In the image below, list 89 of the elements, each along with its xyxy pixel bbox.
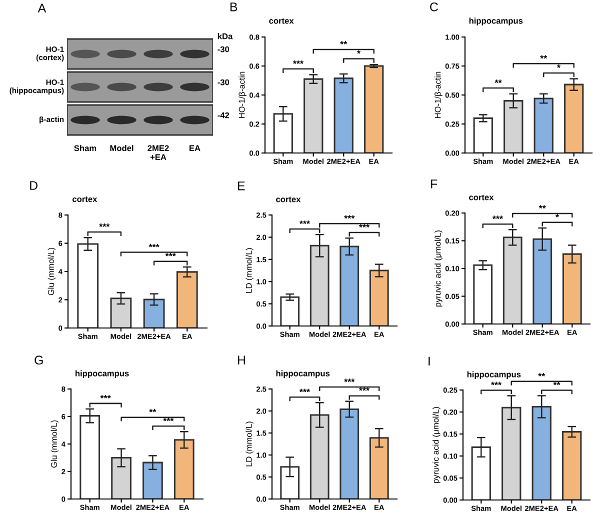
category-label: Sham	[74, 145, 96, 152]
chart-subtitle: cortex	[72, 196, 98, 202]
bar	[142, 462, 163, 499]
bar	[280, 466, 300, 499]
annotation: ***	[359, 387, 370, 391]
chart-title: F	[431, 180, 438, 188]
text: -42	[218, 112, 230, 118]
annotation: ***	[344, 215, 355, 219]
annotation: *	[357, 50, 360, 54]
chart-subtitle: cortex	[269, 18, 294, 24]
bar	[504, 100, 524, 153]
bar	[369, 437, 389, 499]
chart-subtitle: hippocampus	[467, 371, 521, 379]
text: A	[38, 4, 46, 12]
annotation: ***	[299, 388, 310, 392]
chart-title: I	[428, 356, 430, 366]
category-label: 2ME2 +EA	[148, 145, 169, 160]
y-axis-title: Glu (mmol/L)	[48, 248, 56, 296]
chart-title: B	[230, 2, 238, 12]
chart-title: G	[34, 356, 43, 365]
text: ***	[491, 382, 502, 386]
category-label: Model	[110, 145, 134, 152]
bar	[534, 98, 554, 153]
text: kDa	[218, 33, 233, 40]
bar	[340, 408, 360, 499]
y-axis-title: Glu (mmol/L)	[50, 420, 59, 468]
bar	[369, 270, 389, 326]
bar	[564, 84, 584, 153]
text: **	[553, 382, 560, 386]
annotation: ***	[99, 224, 110, 227]
bar	[310, 414, 330, 499]
annotation: ***	[163, 418, 174, 422]
text: **	[538, 205, 546, 208]
annotation: ***	[148, 244, 160, 248]
chart-subtitle: hippocampus	[76, 370, 129, 378]
bar	[304, 78, 324, 153]
annotation: **	[540, 55, 548, 59]
bar	[473, 117, 493, 153]
y-axis-title: LD (mmol/L)	[246, 248, 254, 293]
text: -30	[218, 46, 230, 52]
y-axis-title: pyruvic acid (μmol/L)	[434, 230, 442, 306]
bar	[334, 78, 354, 153]
annotation: **	[149, 408, 156, 412]
y-axis-title: HO-1/β-actin	[434, 72, 442, 118]
annotation: ***	[100, 395, 111, 398]
bar	[532, 406, 552, 500]
bar	[280, 296, 300, 326]
chart-title: C	[430, 2, 438, 12]
bar	[364, 65, 384, 153]
annotation: *	[556, 214, 560, 218]
bar	[502, 236, 522, 324]
annotation: **	[494, 80, 502, 83]
bar	[174, 439, 194, 499]
y-axis-title: LD (mmol/L)	[246, 422, 254, 466]
bar	[111, 456, 132, 499]
chart-subtitle: hippocampus	[276, 370, 330, 378]
chart-subtitle: hippocampus	[469, 18, 523, 26]
bar	[110, 298, 132, 328]
bar	[273, 113, 293, 153]
bar	[471, 446, 491, 500]
bar	[80, 415, 100, 499]
annotation: *	[557, 64, 560, 68]
chart-title: D	[30, 181, 38, 190]
bar	[562, 253, 582, 324]
annotation: **	[340, 41, 348, 44]
bar	[143, 298, 165, 328]
text: -30	[218, 79, 230, 86]
bar	[77, 243, 99, 328]
bar	[473, 264, 493, 324]
annotation: ***	[359, 224, 370, 228]
bar	[176, 271, 198, 328]
chart-subtitle: cortex	[276, 196, 301, 202]
annotation: ***	[165, 252, 176, 256]
annotation: ***	[299, 220, 310, 224]
annotation: ***	[293, 60, 304, 64]
text: ***	[344, 378, 355, 382]
text: **	[538, 373, 546, 376]
bar	[310, 244, 330, 326]
chart-title: E	[238, 182, 245, 190]
bar	[340, 246, 360, 326]
bar	[502, 406, 522, 500]
y-axis-title: pyruvic acid (μmol/L)	[432, 406, 440, 483]
bar	[532, 238, 552, 324]
bar	[562, 431, 582, 500]
y-axis-title: HO-1/β-actin	[238, 72, 246, 118]
category-label: EA	[190, 145, 200, 152]
annotation: ***	[492, 216, 503, 220]
chart-subtitle: cortex	[469, 194, 494, 200]
chart-title: H	[238, 356, 246, 364]
